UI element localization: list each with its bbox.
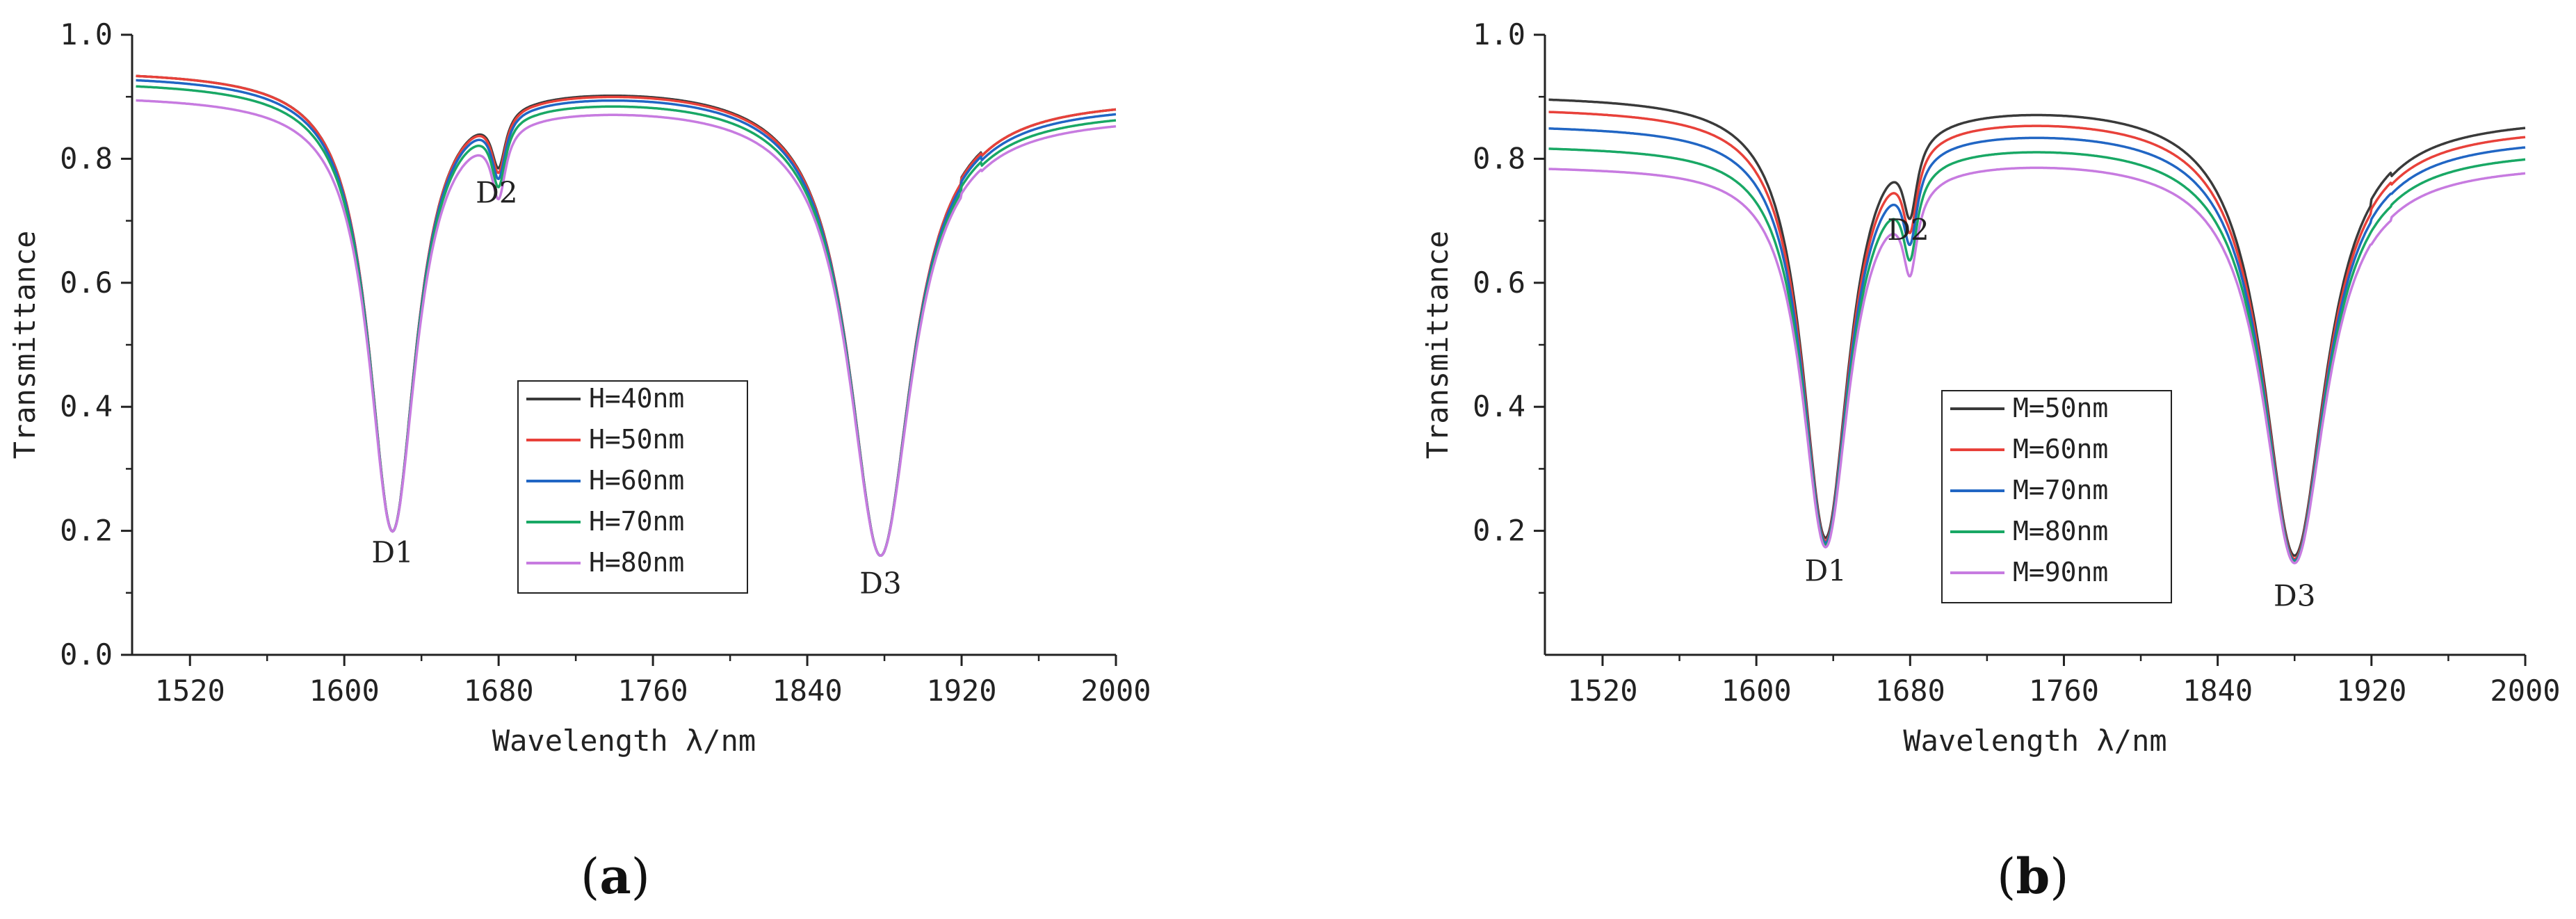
- panel-a-y-tick-label: 0.0: [60, 637, 113, 672]
- panel-b-series-line-m50nm: [1548, 98, 2526, 558]
- panel-a-x-tick-label: 2000: [1080, 674, 1151, 708]
- panel-a-label: (a): [581, 847, 650, 905]
- panel-a-x-tick-label: 1520: [155, 674, 225, 708]
- panel-a-legend-label: H=80nm: [589, 547, 684, 578]
- panel-b-label: (b): [1997, 847, 2069, 905]
- panel-a-legend-label: H=70nm: [589, 506, 684, 537]
- panel-b-transmittance-vs-wavelength-m: 1520 1600 1680 1760 1840 1920 2000 0.2 0.4 0.6 0.8…: [1420, 17, 2561, 905]
- panel-a-y-tick-label: 0.8: [60, 141, 113, 175]
- panel-a-annotation-d2: D2: [476, 175, 517, 209]
- panel-b-series-line-m70nm: [1548, 127, 2526, 562]
- panel-a-legend-box: [517, 380, 748, 594]
- panel-a-series-line-h80nm: [136, 99, 1117, 558]
- panel-b-x-tick-label: 1760: [2029, 674, 2099, 708]
- panel-b-annotation-d3: D3: [2274, 578, 2315, 612]
- panel-b-series-line-m90nm: [1548, 166, 2526, 564]
- panel-a-x-tick-label: 1920: [926, 674, 996, 708]
- panel-b-legend-label: M=70nm: [2013, 475, 2108, 505]
- panel-a-series-line-h60nm: [136, 79, 1117, 558]
- panel-a-legend-label: H=60nm: [589, 465, 684, 496]
- panel-b-series-line-m80nm: [1548, 147, 2526, 564]
- panel-a-annotation-d3: D3: [859, 566, 901, 600]
- panel-b-legend-label: M=50nm: [2013, 393, 2108, 423]
- panel-a-y-tick-label: 0.2: [60, 514, 113, 548]
- panel-b-x-tick-label: 1600: [1722, 674, 1792, 708]
- panel-b-x-tick-label: 1840: [2182, 674, 2253, 708]
- panel-a-x-tick-label: 1600: [309, 674, 380, 708]
- panel-b-y-tick-label: 0.4: [1473, 389, 1525, 423]
- panel-b-annotation-d1: D1: [1804, 554, 1846, 588]
- panel-a-y-axis-title: Transmittance: [8, 231, 42, 460]
- panel-b-x-tick-label: 2000: [2490, 674, 2560, 708]
- panel-a-legend-label: H=50nm: [589, 424, 684, 455]
- panel-a-legend-label: H=40nm: [589, 383, 684, 414]
- panel-a-y-tick-label: 0.4: [60, 389, 113, 423]
- panel-a-y-tick-label: 1.0: [60, 17, 113, 51]
- panel-a-x-tick-label: 1840: [772, 674, 843, 708]
- panel-a-series-line-h50nm: [136, 74, 1117, 558]
- panel-b-y-tick-label: 0.2: [1473, 514, 1525, 548]
- panel-b-x-tick-label: 1680: [1875, 674, 1945, 708]
- panel-a-transmittance-vs-wavelength-h: 1520 1600 1680 1760 1840 1920 2000 0.0 0.2 0.4 0.6…: [8, 17, 1151, 905]
- panel-a-annotation-d1: D1: [371, 535, 413, 569]
- panel-b-y-tick-label: 0.6: [1473, 266, 1525, 300]
- panel-b-series-line-m60nm: [1548, 111, 2526, 560]
- panel-b-y-tick-label: 0.8: [1473, 141, 1525, 175]
- panel-b-x-tick-label: 1920: [2336, 674, 2406, 708]
- panel-b-legend-label: M=60nm: [2013, 434, 2108, 464]
- panel-b-legend-label: M=80nm: [2013, 516, 2108, 546]
- panel-a-y-tick-label: 0.6: [60, 266, 113, 300]
- panel-a-x-tick-label: 1680: [464, 674, 534, 708]
- panel-b-annotation-d2: D2: [1887, 213, 1929, 247]
- panel-b-y-tick-label: 1.0: [1473, 17, 1525, 51]
- panel-b-legend-label: M=90nm: [2013, 557, 2108, 587]
- panel-a-series-line-h70nm: [136, 85, 1117, 558]
- panel-b-legend-box: [1941, 390, 2172, 603]
- panel-b-y-axis-title: Transmittance: [1420, 231, 1455, 460]
- panel-a-x-tick-label: 1760: [618, 674, 688, 708]
- panel-b-x-tick-label: 1520: [1567, 674, 1637, 708]
- panel-b-x-axis-title: Wavelength λ/nm: [1903, 724, 2166, 758]
- panel-a-x-axis-title: Wavelength λ/nm: [492, 724, 756, 758]
